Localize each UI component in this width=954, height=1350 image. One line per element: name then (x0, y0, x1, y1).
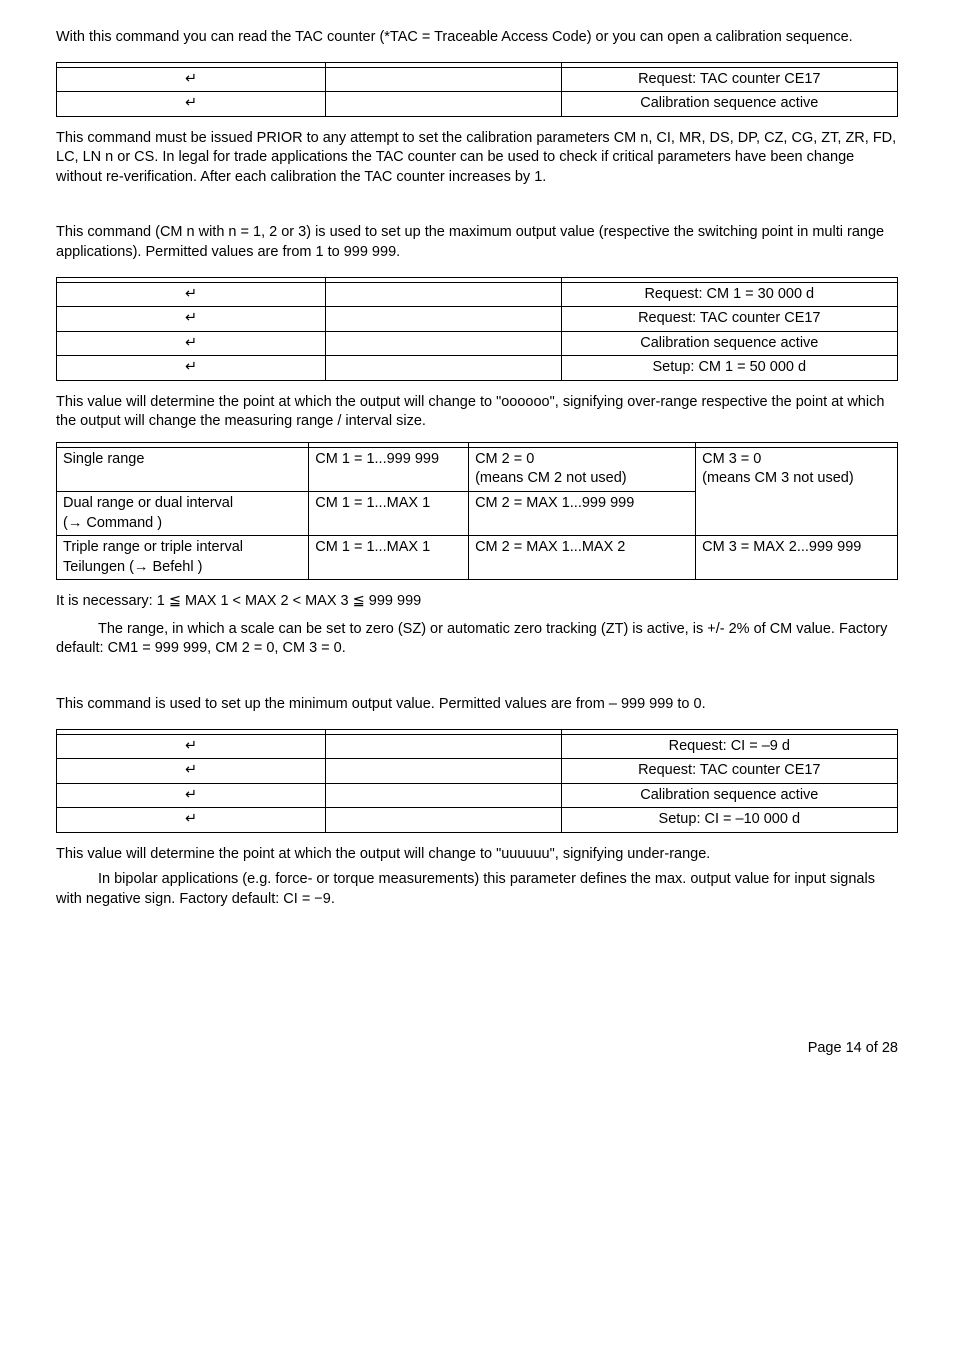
cell (326, 356, 561, 381)
enter-glyph: ↵ (57, 734, 326, 759)
table-row: ↵ Request: CM 1 = 30 000 d (57, 282, 898, 307)
cell: Setup: CM 1 = 50 000 d (561, 356, 897, 381)
cell (326, 734, 561, 759)
cell (326, 282, 561, 307)
cell: Calibration sequence active (561, 783, 897, 808)
table-row: ↵ Request: CI = –9 d (57, 734, 898, 759)
cm-range-note: The range, in which a scale can be set t… (56, 620, 898, 659)
ci-table: ↵ Request: CI = –9 d ↵ Request: TAC coun… (56, 729, 898, 833)
enter-glyph: ↵ (57, 92, 326, 117)
cell: Single range (57, 447, 309, 491)
cell: Calibration sequence active (561, 92, 897, 117)
cell: Request: TAC counter CE17 (561, 67, 897, 92)
cell: Request: CM 1 = 30 000 d (561, 282, 897, 307)
cell: Request: TAC counter CE17 (561, 307, 897, 332)
cell: Request: CI = –9 d (561, 734, 897, 759)
cell (326, 808, 561, 833)
page-footer: Page 14 of 28 (56, 1039, 898, 1059)
table-row: ↵ Setup: CI = –10 000 d (57, 808, 898, 833)
ce-intro: With this command you can read the TAC c… (56, 28, 898, 48)
ci-after1: This value will determine the point at w… (56, 845, 898, 865)
enter-glyph: ↵ (57, 783, 326, 808)
cell: CM 2 = MAX 1...MAX 2 (469, 536, 696, 580)
line: Triple range or triple interval (63, 538, 302, 558)
line: CM 3 = 0 (702, 450, 891, 470)
cell: CM 3 = 0 (means CM 3 not used) (696, 447, 898, 535)
cell: CM 2 = MAX 1...999 999 (469, 492, 696, 536)
table-row: Triple range or triple interval Teilunge… (57, 536, 898, 580)
ci-after2: In bipolar applications (e.g. force- or … (56, 870, 898, 909)
line: Teilungen (→ Befehl ) (63, 558, 302, 578)
table-row: ↵ Request: TAC counter CE17 (57, 307, 898, 332)
cell (326, 331, 561, 356)
enter-glyph: ↵ (57, 67, 326, 92)
cell (326, 783, 561, 808)
cell: CM 1 = 1...999 999 (309, 447, 469, 491)
cell: CM 2 = 0 (means CM 2 not used) (469, 447, 696, 491)
ce-table: ↵ Request: TAC counter CE17 ↵ Calibratio… (56, 62, 898, 117)
cell: Calibration sequence active (561, 331, 897, 356)
cm-after: This value will determine the point at w… (56, 393, 898, 432)
cell: Request: TAC counter CE17 (561, 759, 897, 784)
cm-note: It is necessary: 1 ≦ MAX 1 < MAX 2 < MAX… (56, 592, 898, 612)
ce-after: This command must be issued PRIOR to any… (56, 129, 898, 188)
line: (→ Command ) (63, 514, 302, 534)
table-row: ↵ Calibration sequence active (57, 783, 898, 808)
cell: CM 3 = MAX 2...999 999 (696, 536, 898, 580)
cell (326, 759, 561, 784)
cell: CM 1 = 1...MAX 1 (309, 536, 469, 580)
line: (means CM 2 not used) (475, 469, 689, 489)
enter-glyph: ↵ (57, 331, 326, 356)
enter-glyph: ↵ (57, 282, 326, 307)
cm-range-table: Single range CM 1 = 1...999 999 CM 2 = 0… (56, 442, 898, 580)
enter-glyph: ↵ (57, 759, 326, 784)
ci-intro: This command is used to set up the minim… (56, 695, 898, 715)
line: (means CM 3 not used) (702, 469, 891, 489)
table-row: Single range CM 1 = 1...999 999 CM 2 = 0… (57, 447, 898, 491)
line: CM 2 = 0 (475, 450, 689, 470)
cell (326, 67, 561, 92)
enter-glyph: ↵ (57, 307, 326, 332)
table-row: ↵ Request: TAC counter CE17 (57, 759, 898, 784)
line: Dual range or dual interval (63, 494, 302, 514)
table-row: ↵ Calibration sequence active (57, 331, 898, 356)
cell (326, 92, 561, 117)
enter-glyph: ↵ (57, 808, 326, 833)
cm-intro: This command (CM n with n = 1, 2 or 3) i… (56, 223, 898, 262)
table-row: ↵ Calibration sequence active (57, 92, 898, 117)
table-row: ↵ Setup: CM 1 = 50 000 d (57, 356, 898, 381)
cell: CM 1 = 1...MAX 1 (309, 492, 469, 536)
table-row: ↵ Request: TAC counter CE17 (57, 67, 898, 92)
cell: Setup: CI = –10 000 d (561, 808, 897, 833)
cell (326, 307, 561, 332)
cell: Triple range or triple interval Teilunge… (57, 536, 309, 580)
enter-glyph: ↵ (57, 356, 326, 381)
cell: Dual range or dual interval (→ Command ) (57, 492, 309, 536)
cm-request-table: ↵ Request: CM 1 = 30 000 d ↵ Request: TA… (56, 277, 898, 381)
